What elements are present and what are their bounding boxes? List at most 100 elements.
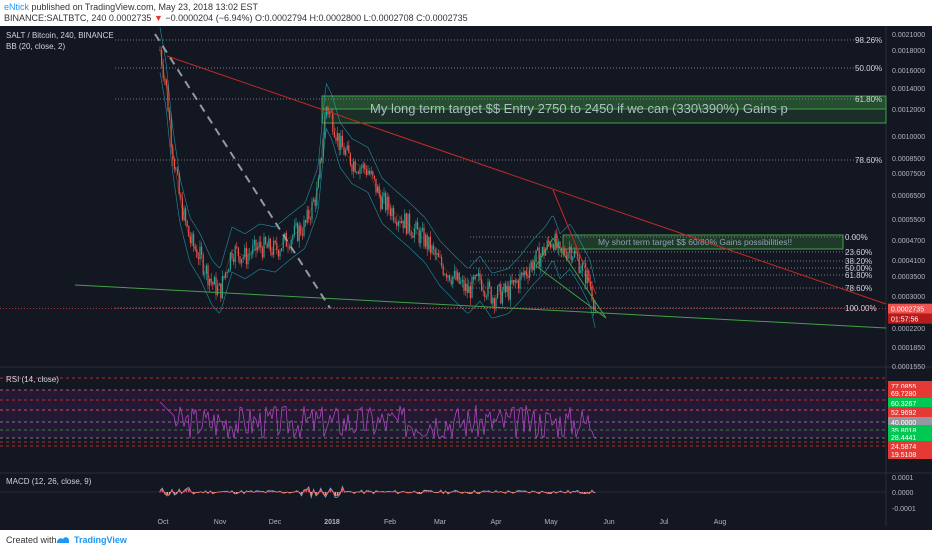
macd-histogram-bar <box>495 491 497 493</box>
macd-histogram-bar <box>581 492 584 494</box>
macd-histogram-bar <box>425 491 428 493</box>
time-tick-label: Feb <box>384 519 396 526</box>
candle-body <box>309 218 311 220</box>
macd-histogram-bar <box>584 492 586 494</box>
candle-body <box>196 249 198 258</box>
chart-area[interactable]: My long term target $$ Entry 2750 to 245… <box>0 26 932 530</box>
candle-body <box>433 245 435 250</box>
tradingview-brand[interactable]: TradingView <box>74 535 127 545</box>
candle-body <box>439 257 441 258</box>
countdown-label: 01:57:56 <box>891 317 918 324</box>
candle-body <box>359 167 361 174</box>
candle-body <box>492 298 494 304</box>
macd-histogram-bar <box>524 491 526 493</box>
candle-body <box>553 244 555 250</box>
chart-svg[interactable]: My long term target $$ Entry 2750 to 245… <box>0 26 932 530</box>
candle-body <box>306 209 308 223</box>
red-trendline[interactable] <box>166 55 887 305</box>
macd-histogram-bar <box>274 491 276 493</box>
time-tick-label: Nov <box>214 519 227 526</box>
candle-body <box>346 145 348 150</box>
candle-body <box>508 286 510 300</box>
red-trendline-short[interactable] <box>552 189 597 295</box>
change-arrow-icon: ▼ <box>153 13 163 23</box>
candle-body <box>252 245 254 255</box>
candle-body <box>509 279 511 300</box>
candle-body <box>461 279 463 282</box>
candle-body <box>258 241 260 247</box>
candle-body <box>561 247 563 252</box>
macd-histogram-bar <box>310 492 312 496</box>
bollinger-basis <box>159 49 596 306</box>
candle-body <box>423 227 425 247</box>
candle-body <box>391 208 393 216</box>
candle-body <box>333 131 335 138</box>
candle-body <box>421 227 423 231</box>
candle-body <box>177 169 179 174</box>
candle-body <box>474 274 476 280</box>
candle-body <box>266 243 268 248</box>
macd-histogram-bar <box>305 490 308 493</box>
macd-histogram-bar <box>308 488 310 493</box>
candle-body <box>532 261 534 271</box>
candle-body <box>212 282 214 285</box>
macd-histogram-bar <box>478 492 480 494</box>
short-term-target-box[interactable] <box>562 234 844 250</box>
price-tick-label: 0.0003500 <box>892 274 925 281</box>
macd-histogram-bar <box>209 491 212 493</box>
macd-histogram-bar <box>521 491 524 493</box>
candle-body <box>305 220 307 223</box>
candle-body <box>372 171 374 176</box>
candle-body <box>453 270 455 277</box>
candle-body <box>237 247 239 257</box>
macd-histogram-bar <box>262 491 264 493</box>
macd-histogram-bar <box>516 491 519 493</box>
candle-body <box>479 273 481 280</box>
macd-histogram-bar <box>461 492 464 494</box>
rsi-tick-label: 35.8018 <box>891 428 916 435</box>
candle-body <box>541 247 543 255</box>
macd-histogram-bar <box>329 489 332 493</box>
macd-histogram-bar <box>168 492 171 494</box>
macd-histogram-bar <box>572 491 574 493</box>
last-price-badge <box>888 303 932 314</box>
candle-body <box>393 208 395 221</box>
chart-title: SALT / Bitcoin, 240, BINANCE <box>6 31 114 40</box>
macd-histogram-bar <box>372 492 375 494</box>
candle-body <box>549 242 551 248</box>
macd-histogram-bar <box>452 491 454 493</box>
candle-body <box>428 236 430 250</box>
candle-body <box>165 79 167 86</box>
candle-body <box>250 254 252 256</box>
candle-body <box>340 135 342 150</box>
author-link[interactable]: eNtick <box>4 2 30 12</box>
candle-body <box>405 213 407 234</box>
candle-body <box>354 161 356 173</box>
macd-histogram-bar <box>255 491 257 493</box>
publish-header: eNtick published on TradingView.com, May… <box>0 0 932 24</box>
candle-body <box>186 220 188 226</box>
green-pattern-line <box>535 265 607 319</box>
macd-histogram-bar <box>171 490 173 493</box>
candle-body <box>261 247 263 258</box>
candle-body <box>412 235 414 238</box>
fib-level-label: 0.00% <box>845 233 868 242</box>
macd-histogram-bar <box>296 491 298 493</box>
macd-histogram-bar <box>341 488 344 493</box>
candle-body <box>242 256 244 260</box>
candle-body <box>241 259 243 264</box>
rsi-level-badge <box>888 432 932 442</box>
candle-body <box>546 240 548 250</box>
macd-histogram-bar <box>166 492 168 495</box>
macd-histogram-bar <box>413 491 416 493</box>
candle-body <box>562 249 564 252</box>
macd-histogram-bar <box>567 490 569 493</box>
macd-histogram-bar <box>447 492 449 494</box>
candle-body <box>519 274 521 289</box>
macd-histogram-bar <box>531 491 533 493</box>
macd-histogram-bar <box>245 491 248 493</box>
candle-body <box>257 246 259 251</box>
green-support-line[interactable] <box>74 284 887 329</box>
macd-histogram-bar <box>236 492 238 494</box>
rsi-level-badge <box>888 417 932 427</box>
